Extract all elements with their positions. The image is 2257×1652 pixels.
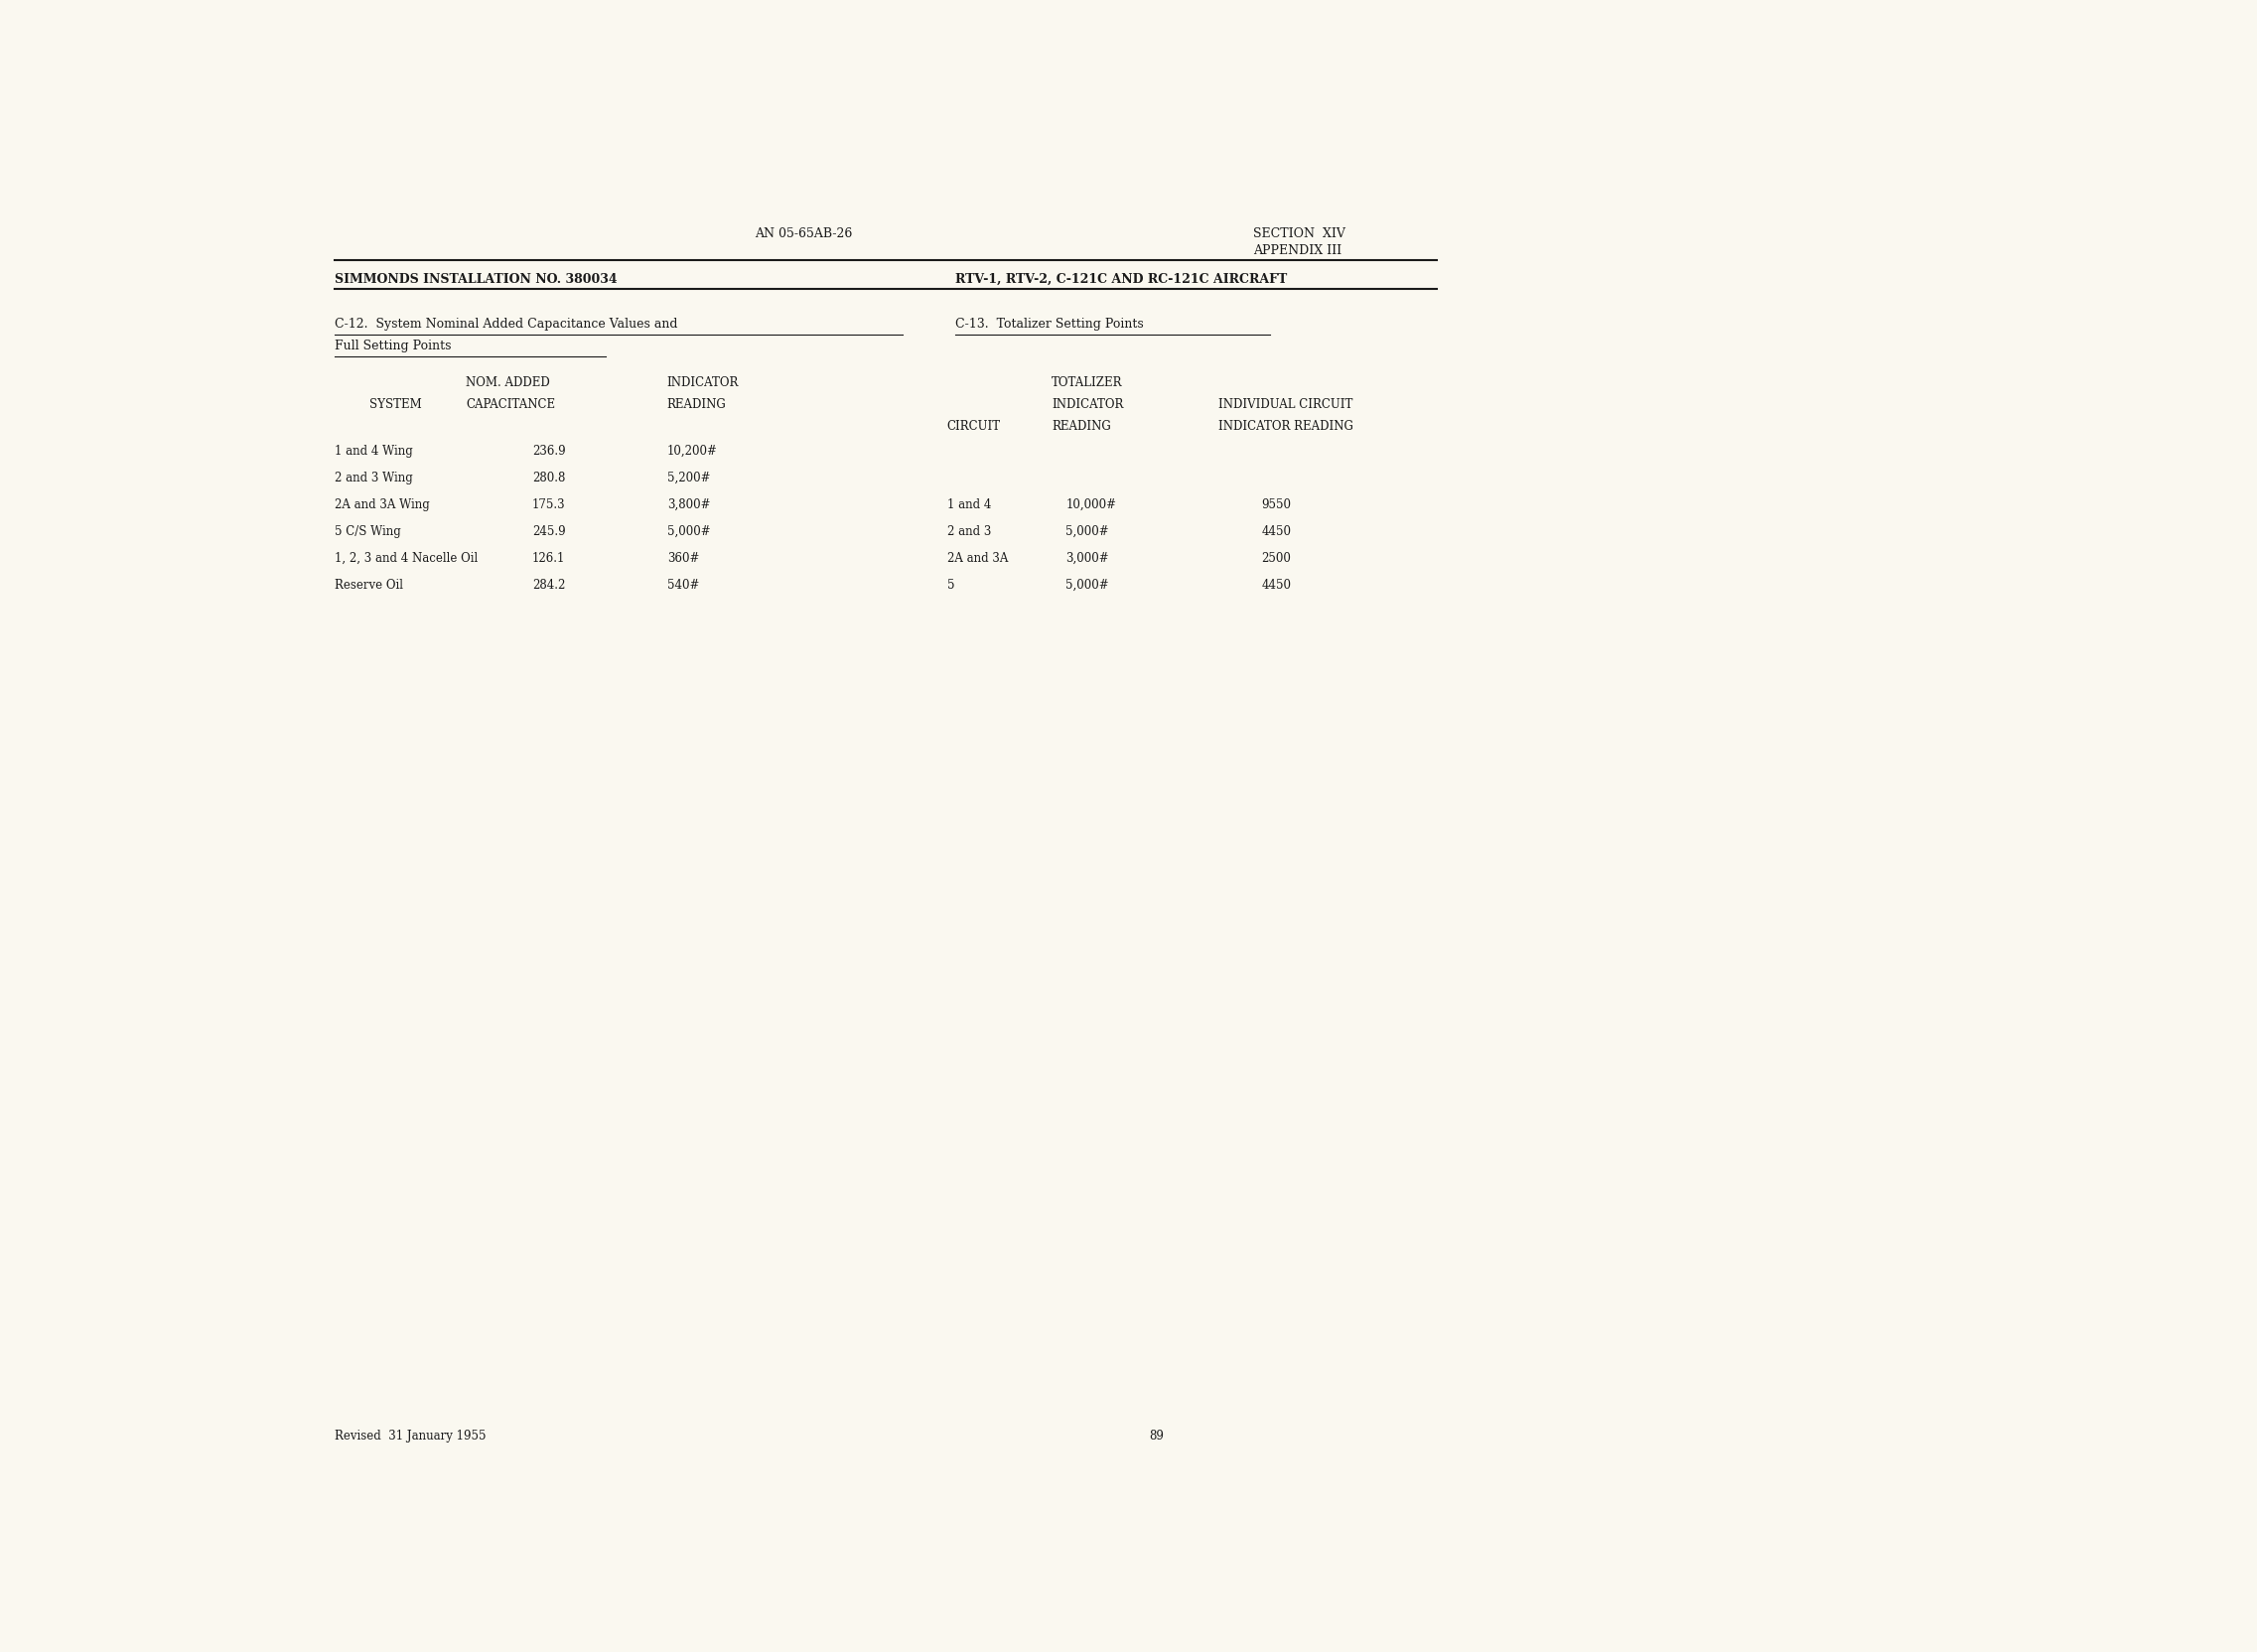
Text: 1 and 4 Wing: 1 and 4 Wing <box>334 444 413 458</box>
Text: 5,000#: 5,000# <box>1065 578 1108 591</box>
Text: 4450: 4450 <box>1262 525 1291 539</box>
Text: CIRCUIT: CIRCUIT <box>948 420 1000 433</box>
Text: 9550: 9550 <box>1262 499 1291 512</box>
Text: Reserve Oil: Reserve Oil <box>334 578 404 591</box>
Text: C-13.  Totalizer Setting Points: C-13. Totalizer Setting Points <box>955 317 1144 330</box>
Text: 236.9: 236.9 <box>533 444 567 458</box>
Text: READING: READING <box>1052 420 1110 433</box>
Text: 284.2: 284.2 <box>533 578 567 591</box>
Text: 4450: 4450 <box>1262 578 1291 591</box>
Text: 3,800#: 3,800# <box>668 499 711 512</box>
Text: Revised  31 January 1955: Revised 31 January 1955 <box>334 1429 485 1442</box>
Text: 2 and 3: 2 and 3 <box>948 525 991 539</box>
Text: AN 05-65AB-26: AN 05-65AB-26 <box>754 228 853 241</box>
Text: SIMMONDS INSTALLATION NO. 380034: SIMMONDS INSTALLATION NO. 380034 <box>334 273 616 286</box>
Text: SECTION  XIV: SECTION XIV <box>1253 228 1345 241</box>
Text: RTV-1, RTV-2, C-121C AND RC-121C AIRCRAFT: RTV-1, RTV-2, C-121C AND RC-121C AIRCRAF… <box>955 273 1286 286</box>
Text: 2 and 3 Wing: 2 and 3 Wing <box>334 472 413 484</box>
Text: INDICATOR: INDICATOR <box>1052 398 1124 411</box>
Text: INDIVIDUAL CIRCUIT: INDIVIDUAL CIRCUIT <box>1219 398 1352 411</box>
Text: 5,000#: 5,000# <box>668 525 711 539</box>
Text: SYSTEM: SYSTEM <box>370 398 422 411</box>
Text: 3,000#: 3,000# <box>1065 552 1108 565</box>
Text: 5 C/S Wing: 5 C/S Wing <box>334 525 402 539</box>
Text: 2500: 2500 <box>1262 552 1291 565</box>
Text: NOM. ADDED: NOM. ADDED <box>465 377 551 390</box>
Text: CAPACITANCE: CAPACITANCE <box>465 398 555 411</box>
Text: 175.3: 175.3 <box>533 499 567 512</box>
Text: APPENDIX III: APPENDIX III <box>1253 244 1341 258</box>
Text: 360#: 360# <box>668 552 700 565</box>
Text: Full Setting Points: Full Setting Points <box>334 339 451 352</box>
Text: 5,200#: 5,200# <box>668 472 711 484</box>
Text: TOTALIZER: TOTALIZER <box>1052 377 1122 390</box>
Text: 10,200#: 10,200# <box>668 444 718 458</box>
Text: 540#: 540# <box>668 578 700 591</box>
Text: 1 and 4: 1 and 4 <box>948 499 991 512</box>
Text: 245.9: 245.9 <box>533 525 567 539</box>
Text: 89: 89 <box>1149 1429 1165 1442</box>
Text: 2A and 3A Wing: 2A and 3A Wing <box>334 499 429 512</box>
Text: READING: READING <box>668 398 727 411</box>
Text: 5,000#: 5,000# <box>1065 525 1108 539</box>
Text: 2A and 3A: 2A and 3A <box>948 552 1009 565</box>
Text: 126.1: 126.1 <box>533 552 567 565</box>
Text: 280.8: 280.8 <box>533 472 567 484</box>
Text: INDICATOR READING: INDICATOR READING <box>1219 420 1352 433</box>
Text: INDICATOR: INDICATOR <box>668 377 738 390</box>
Text: 5: 5 <box>948 578 955 591</box>
Text: 1, 2, 3 and 4 Nacelle Oil: 1, 2, 3 and 4 Nacelle Oil <box>334 552 478 565</box>
Text: C-12.  System Nominal Added Capacitance Values and: C-12. System Nominal Added Capacitance V… <box>334 317 677 330</box>
Text: 10,000#: 10,000# <box>1065 499 1117 512</box>
